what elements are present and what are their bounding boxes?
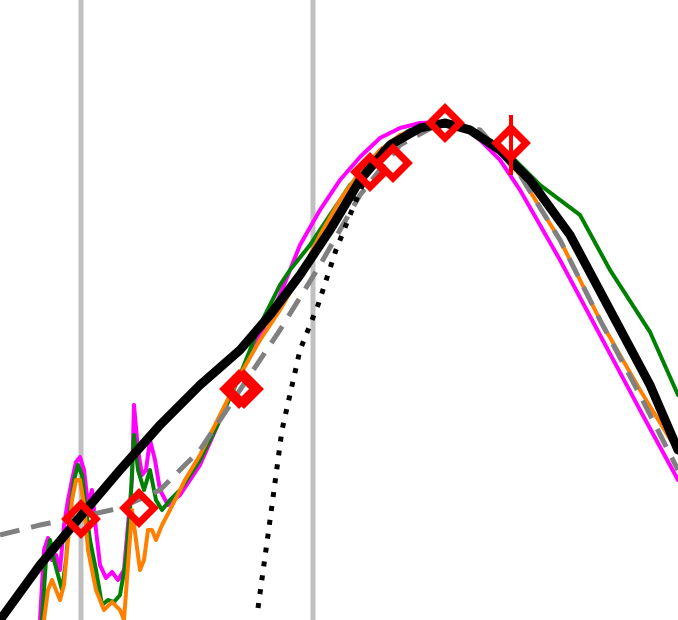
- diamond-marker-8: [491, 123, 531, 163]
- diamond-marker-7: [425, 103, 465, 143]
- diamond-marker-2: [119, 488, 159, 528]
- diamond-marker-6: [373, 143, 413, 183]
- diamond-marker-3: [219, 369, 259, 409]
- diamond-marker-1: [61, 499, 101, 539]
- series-line-5: [255, 137, 402, 609]
- diamond-marker-4: [224, 369, 264, 409]
- series-line-4: [0, 120, 678, 538]
- chart-series: [0, 118, 678, 620]
- series-line-6: [0, 118, 678, 620]
- data-markers: [61, 103, 531, 539]
- series-line-3: [42, 123, 678, 620]
